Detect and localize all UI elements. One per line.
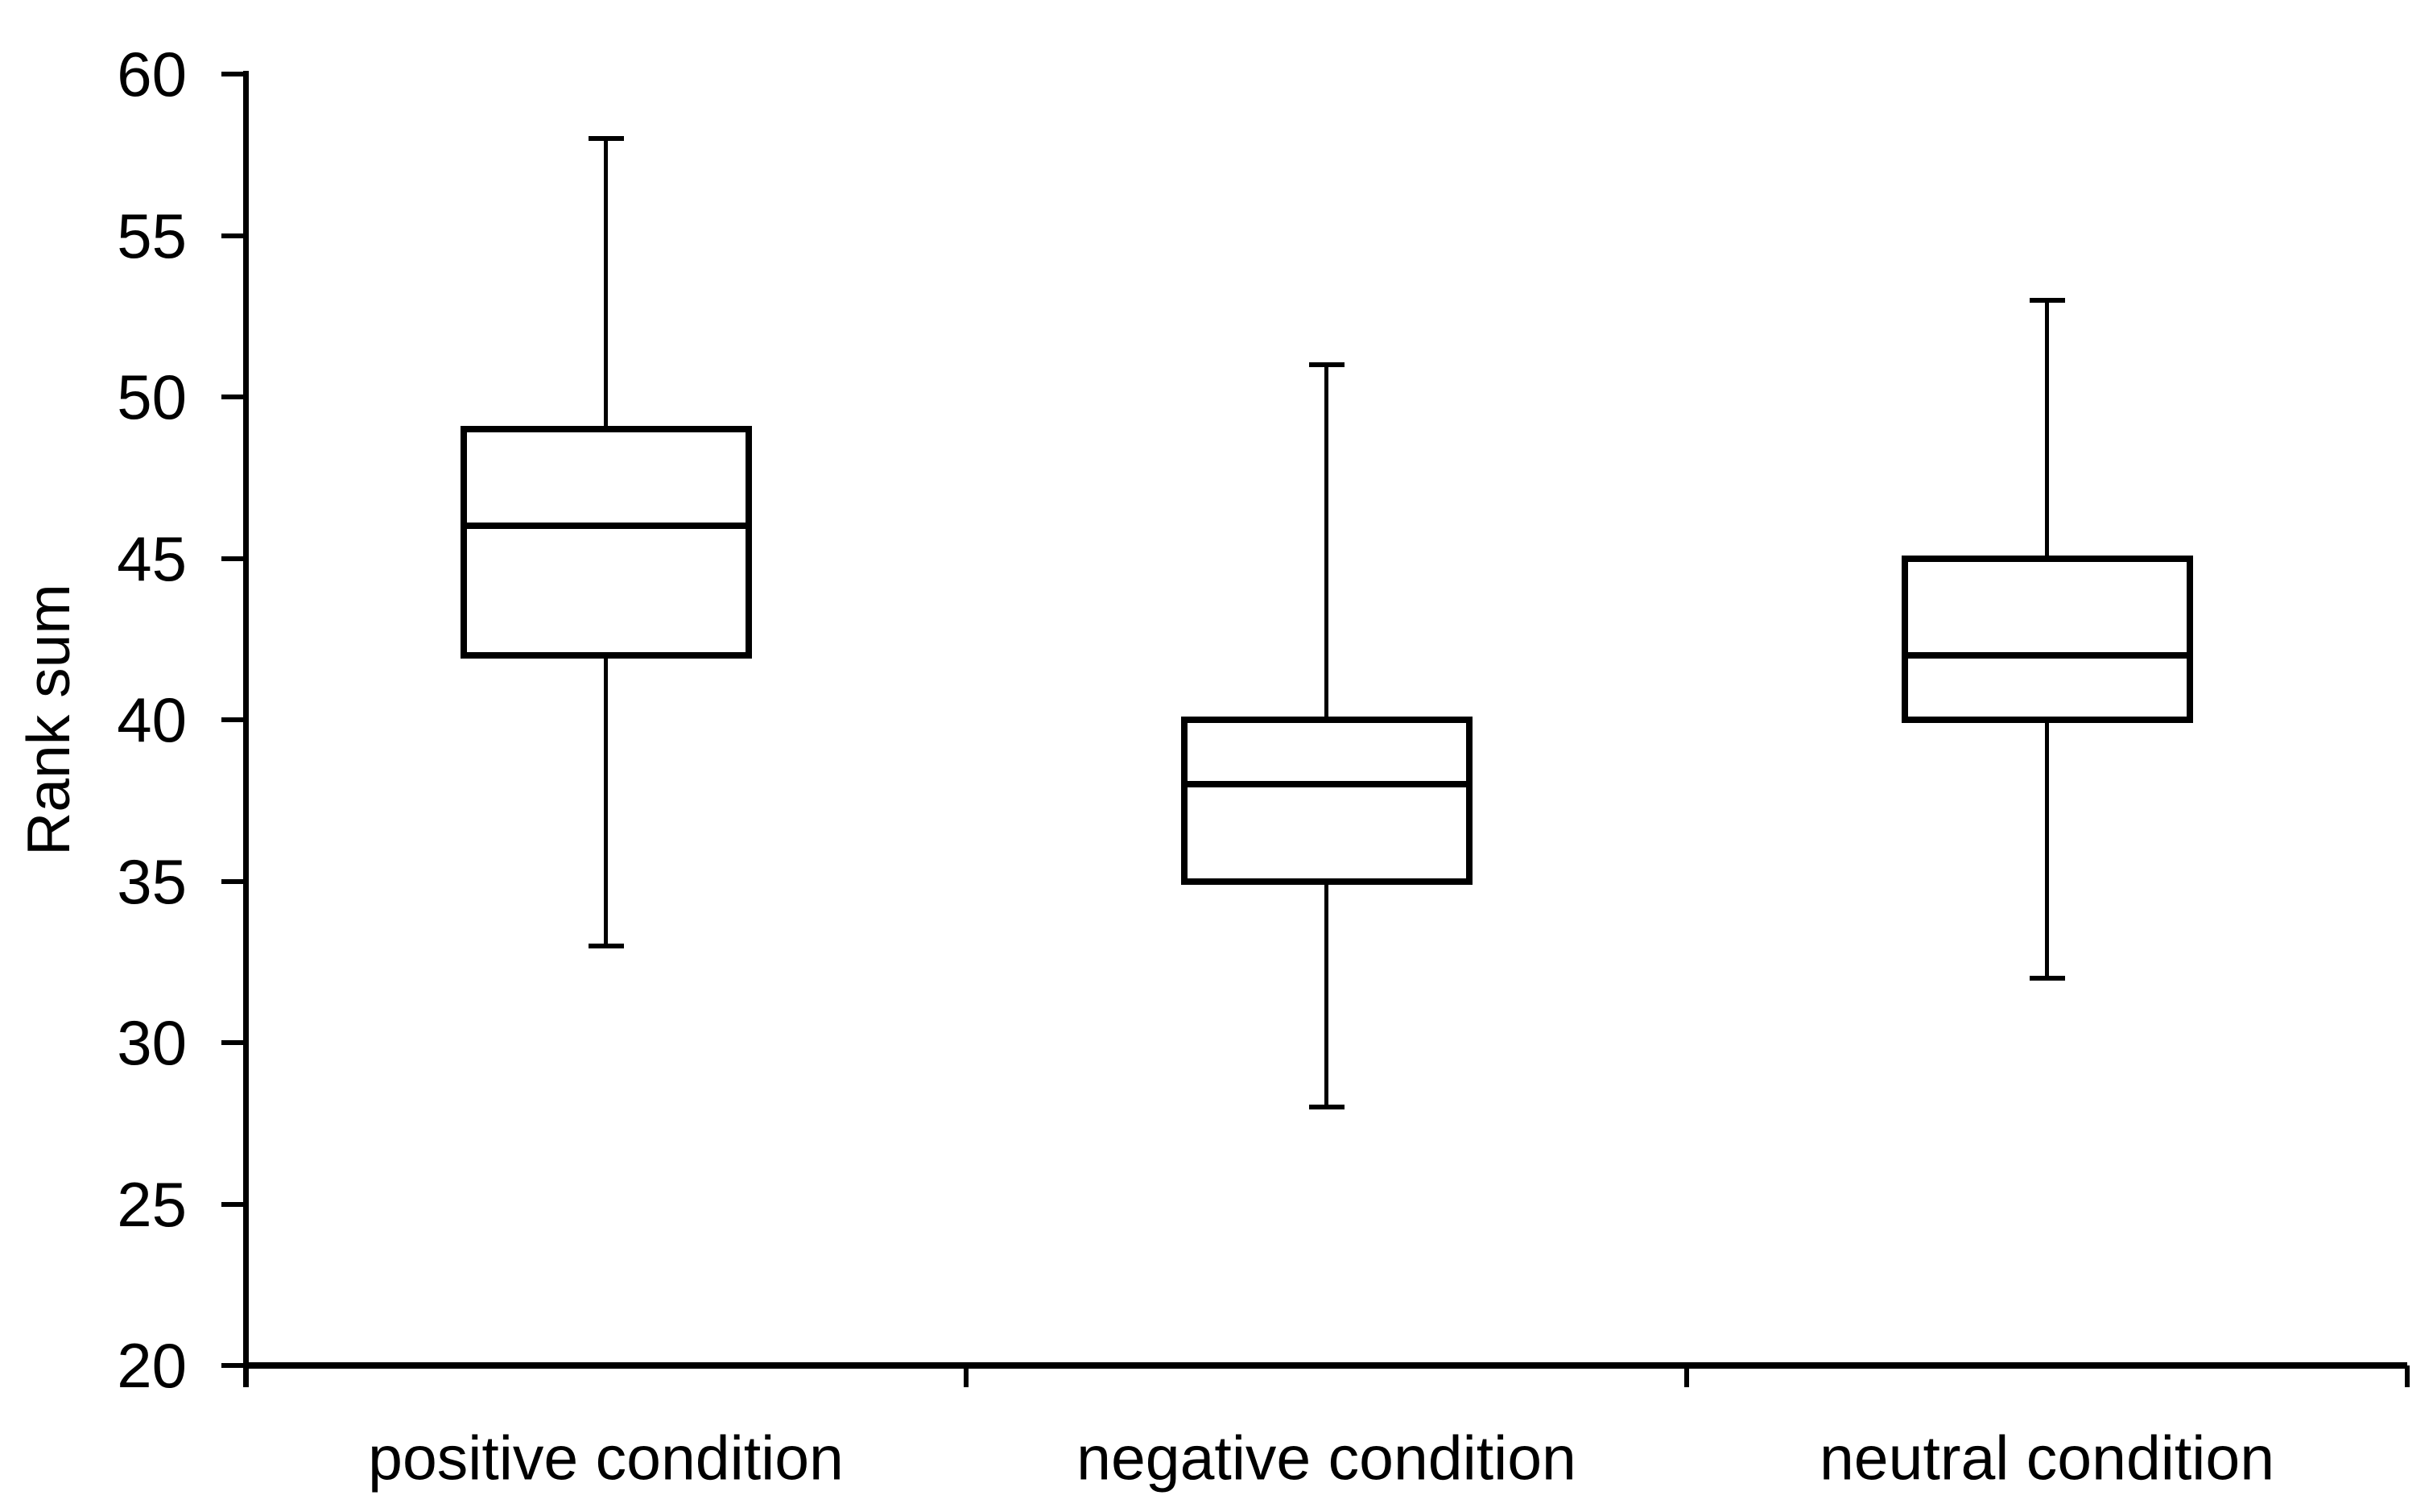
x-axis-boundary-tick [964, 1365, 969, 1387]
x-axis-boundary-tick [2405, 1365, 2410, 1387]
y-axis-tick [221, 1363, 243, 1368]
y-axis-tick [221, 72, 243, 76]
median-line [1180, 781, 1473, 788]
median-line [1901, 651, 2193, 659]
category-label: neutral condition [1819, 1423, 2275, 1493]
y-tick-label: 60 [117, 39, 187, 109]
upper-whisker-line [604, 138, 608, 430]
iqr-box [1901, 555, 2193, 723]
lower-whisker-line [1324, 881, 1328, 1108]
median-line [460, 523, 752, 530]
y-tick-label: 55 [117, 200, 187, 271]
y-tick-label: 30 [117, 1007, 187, 1078]
y-tick-label: 45 [117, 523, 187, 594]
y-tick-label: 50 [117, 361, 187, 432]
y-axis-tick [221, 878, 243, 884]
lower-whisker-cap [2029, 975, 2065, 981]
y-axis-tick [221, 395, 243, 399]
y-axis-tick [221, 233, 243, 238]
y-axis-tick [221, 717, 243, 722]
y-axis-tick [221, 1201, 243, 1207]
y-tick-label: 35 [117, 845, 187, 917]
category-label: negative condition [1076, 1423, 1576, 1493]
y-tick-label: 40 [117, 684, 187, 755]
x-axis-boundary-tick [1684, 1365, 1689, 1387]
y-tick-label: 25 [117, 1168, 187, 1240]
upper-whisker-line [2045, 300, 2049, 559]
y-axis-tick [221, 1040, 243, 1045]
upper-whisker-line [1324, 364, 1328, 720]
lower-whisker-line [604, 655, 608, 946]
lower-whisker-cap [1308, 1105, 1345, 1110]
category-label: positive condition [368, 1423, 844, 1493]
upper-whisker-cap [1308, 361, 1345, 367]
iqr-box [460, 426, 752, 659]
x-axis-line [246, 1362, 2407, 1369]
y-tick-label: 20 [117, 1330, 187, 1401]
lower-whisker-line [2045, 720, 2049, 978]
iqr-box [1180, 717, 1473, 885]
lower-whisker-cap [588, 943, 624, 948]
y-axis-line [242, 71, 249, 1387]
y-axis-tick [221, 556, 243, 561]
upper-whisker-cap [588, 136, 624, 142]
upper-whisker-cap [2029, 297, 2065, 303]
